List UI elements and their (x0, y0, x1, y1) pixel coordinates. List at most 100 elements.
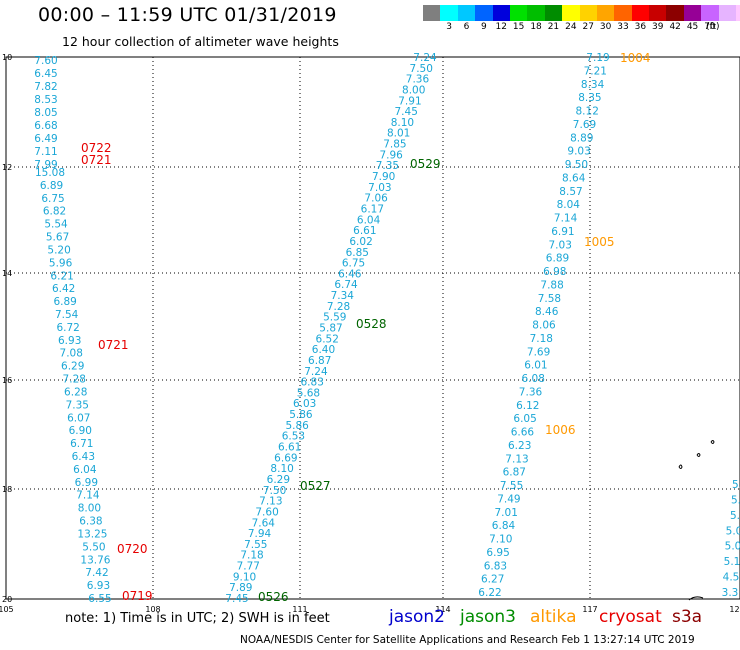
coastline (710, 440, 715, 444)
swh-value: 8.64 (562, 172, 586, 184)
swh-value: 5.1 (724, 556, 740, 568)
color-scale-labels: 3 6 9 12 15 18 21 24 27 30 33 36 39 42 45 70 (423, 22, 719, 32)
swh-value: 6.22 (478, 587, 501, 599)
swh-value: 7.45 (225, 593, 248, 605)
swh-value: 6.55 (88, 593, 111, 605)
swh-value: 7.96 (379, 149, 403, 161)
swh-value: 6.52 (316, 333, 339, 345)
color-scale-label: 45 (686, 22, 699, 32)
color-swatch (492, 5, 510, 21)
swh-value: 3.3 (722, 587, 739, 599)
swh-value: 7.06 (364, 193, 388, 205)
map-frame (5, 56, 740, 600)
swh-value: 7.60 (255, 506, 278, 518)
swh-value: 6.21 (50, 270, 73, 282)
swh-value: 5. (732, 479, 740, 491)
swh-value: 7.11 (34, 146, 57, 158)
color-swatch (596, 5, 615, 21)
swh-value: 6.03 (293, 398, 316, 410)
color-scale-label: 27 (582, 22, 594, 32)
swh-value: 6.68 (34, 120, 57, 132)
swh-value: 5.86 (289, 409, 313, 421)
swh-value: 7.54 (55, 309, 79, 321)
swh-value: 7.14 (76, 490, 100, 502)
color-scale-label: 33 (617, 22, 629, 32)
swh-value: 6.72 (56, 322, 79, 334)
swh-value: 6.53 (282, 431, 305, 443)
swh-value: 7.10 (489, 534, 512, 546)
credit-line: NOAA/NESDIS Center for Satellite Applica… (240, 634, 695, 646)
swh-value: 8.12 (576, 106, 599, 118)
swh-value: 6.83 (301, 377, 324, 389)
swh-value: 7.99 (34, 159, 57, 171)
swh-value: 8.05 (34, 107, 57, 119)
swh-value: 7.24 (304, 366, 328, 378)
swh-value: 7.55 (244, 539, 267, 551)
swh-value: 7.89 (229, 582, 252, 594)
swh-value: 7.28 (63, 374, 86, 386)
swh-value: 9.50 (565, 159, 588, 171)
swh-value: 6.04 (357, 214, 381, 226)
swh-value: 7.69 (527, 346, 550, 358)
pass-time-label: 1005 (584, 235, 615, 249)
color-scale-label: 39 (652, 22, 664, 32)
swh-value: 5. (731, 494, 740, 506)
color-swatch (423, 5, 441, 21)
legend-altika: altika (530, 607, 577, 627)
swh-value: 7.42 (85, 567, 108, 579)
lon-tick-label: 117 (582, 605, 597, 614)
swh-value: 7.18 (240, 550, 263, 562)
swh-value: 7.28 (327, 301, 350, 313)
pass-time-label: 0526 (258, 590, 289, 604)
swh-value: 6.82 (43, 206, 66, 218)
swh-value: 7.03 (368, 182, 391, 194)
page-title: 00:00 – 11:59 UTC 01/31/2019 (38, 4, 337, 26)
swh-value: 7.35 (376, 160, 399, 172)
color-swatch (562, 5, 580, 21)
pass-time-label: 0721 (81, 153, 112, 167)
swh-value: 7.49 (497, 493, 520, 505)
legend-jason3: jason3 (460, 607, 516, 627)
color-scale-label: 12 (495, 22, 507, 32)
color-swatch (718, 5, 737, 21)
swh-value: 6.95 (486, 547, 509, 559)
swh-value: 5. (730, 510, 740, 522)
swh-value: 7.34 (331, 290, 355, 302)
color-scale-label: 3 (446, 22, 452, 32)
color-swatch (701, 5, 719, 21)
swh-value: 7.21 (584, 65, 607, 77)
lat-tick-label: 18 (2, 485, 12, 494)
swh-value: 6.93 (87, 580, 110, 592)
swh-value: 6.71 (70, 438, 93, 450)
pass-time-label: 0721 (98, 338, 129, 352)
swh-value: 6.99 (75, 477, 98, 489)
legend-cryosat: cryosat (599, 607, 662, 627)
coastline (696, 453, 701, 457)
swh-value: 6.98 (543, 266, 566, 278)
pass-time-label: 0720 (117, 542, 148, 556)
color-scale-unit: (ft) (706, 22, 720, 32)
swh-value: 6.04 (73, 464, 97, 476)
swh-value: 7.94 (248, 528, 272, 540)
swh-value: 8.10 (391, 117, 414, 129)
pass-time-label: 0527 (300, 479, 331, 493)
swh-value: 8.04 (557, 199, 581, 211)
swh-value: 5.87 (319, 323, 342, 335)
swh-value: 7.24 (413, 52, 437, 64)
color-swatch (631, 5, 650, 21)
swh-value: 7.08 (60, 348, 83, 360)
color-swatch (527, 5, 545, 21)
swh-value: 7.90 (372, 171, 395, 183)
swh-value: 8.00 (402, 84, 425, 96)
swh-value: 9.03 (567, 146, 590, 158)
color-swatch (649, 5, 667, 21)
pass-time-label: 0722 (81, 141, 112, 155)
color-scale-label: 9 (481, 22, 487, 32)
pass-time-label: 0719 (122, 589, 153, 603)
pass-time-label: 1006 (545, 423, 576, 437)
swh-value: 6.23 (508, 440, 531, 452)
swh-value: 4.5 (723, 572, 740, 584)
swh-value: 6.69 (274, 452, 297, 464)
swh-value: 7.88 (540, 279, 563, 291)
